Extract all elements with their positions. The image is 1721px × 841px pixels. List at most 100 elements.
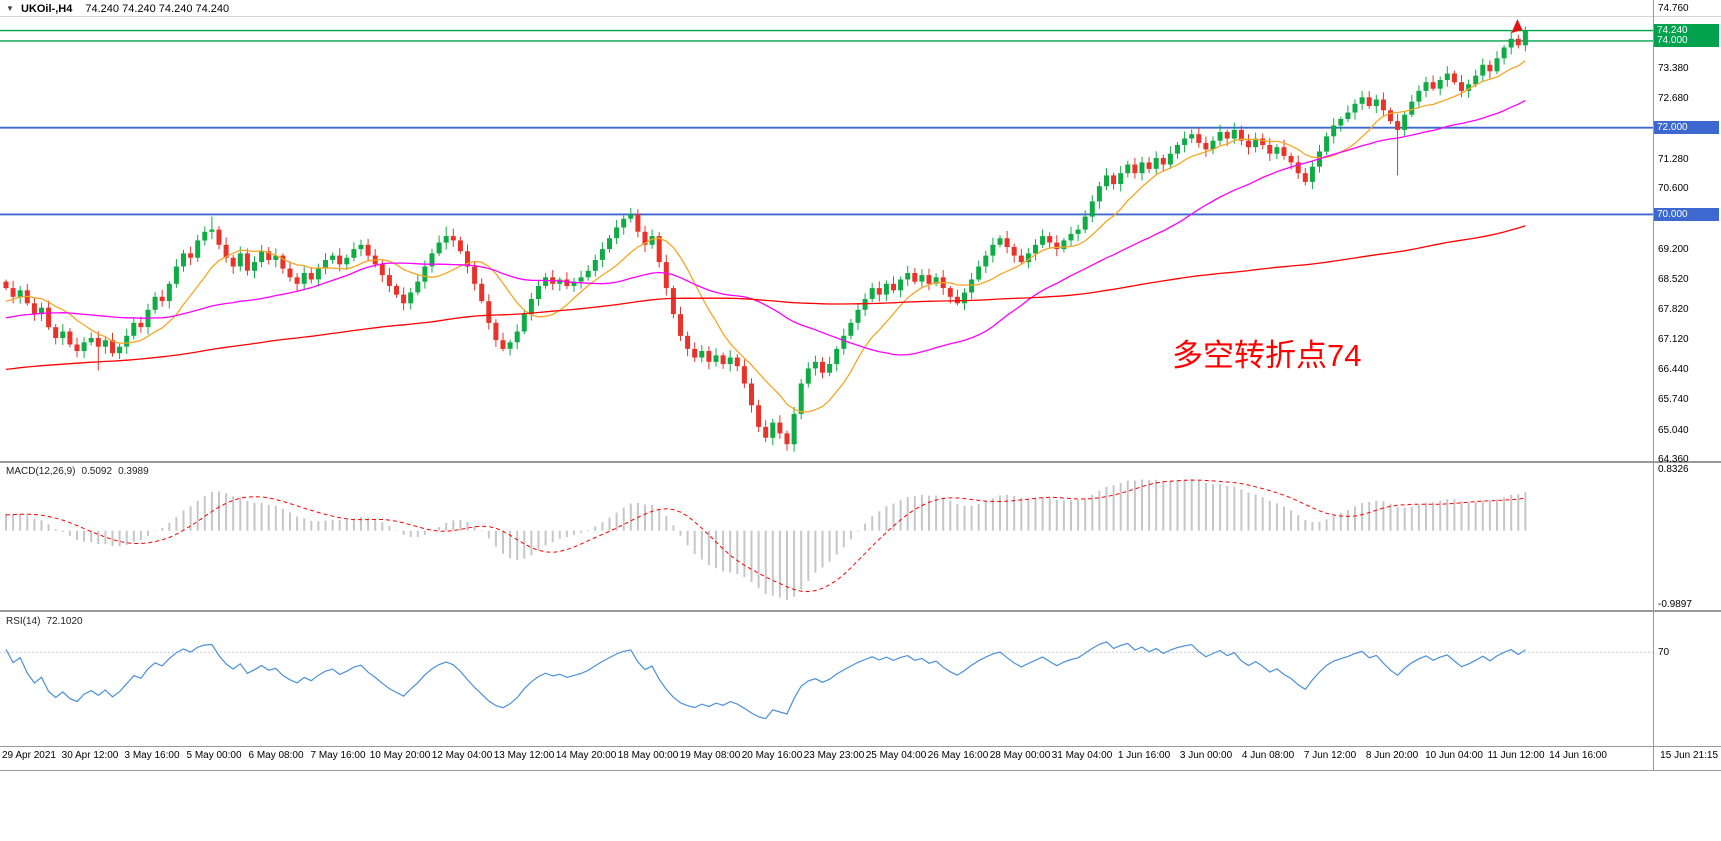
macd-name: MACD(12,26,9) [6, 466, 76, 477]
candle [252, 262, 257, 271]
rsi-panel[interactable] [0, 612, 1653, 746]
candle [571, 281, 577, 286]
time-axis-label: 14 Jun 16:00 [1549, 750, 1607, 761]
candle [514, 331, 520, 343]
candle [337, 255, 343, 265]
candle [1288, 155, 1294, 163]
time-axis[interactable]: 29 Apr 2021 30 Apr 12:00 3 May 16:00 5 May … [0, 750, 1721, 766]
candle [301, 273, 307, 284]
candle [621, 218, 627, 228]
macd-indicator-label: MACD(12,26,9) 0.5092 0.3989 [6, 466, 155, 477]
candle [1281, 147, 1287, 156]
candle [1061, 240, 1067, 250]
candle [585, 270, 591, 278]
candle [1430, 82, 1436, 89]
price-axis-border [1653, 0, 1654, 770]
candle [599, 249, 605, 260]
time-axis-label: 8 Jun 20:00 [1365, 750, 1419, 761]
candle [1388, 110, 1393, 122]
time-axis-label: 1 Jun 16:00 [1117, 750, 1171, 761]
price-arrow-icon [1511, 19, 1523, 33]
candle [862, 299, 868, 310]
candle [805, 368, 811, 384]
candle [706, 351, 712, 362]
candle [614, 227, 620, 239]
price-axis-label: 65.740 [1658, 394, 1689, 405]
ohlc-values: 74.240 74.240 74.240 74.240 [85, 3, 230, 15]
candle [1238, 129, 1244, 141]
candlestick-series [3, 26, 1528, 452]
candle [443, 236, 449, 243]
candle [39, 307, 44, 315]
candle [124, 335, 130, 347]
panel-separator-rsi[interactable] [0, 610, 1721, 612]
candle [1437, 80, 1443, 89]
candle [507, 342, 513, 349]
time-axis-label: 14 May 20:00 [555, 750, 617, 761]
price-tag: 74.000 [1654, 34, 1719, 47]
candle [1324, 136, 1330, 152]
candle [820, 361, 825, 373]
candle [1224, 132, 1230, 139]
price-axis[interactable]: 74.76073.38072.68071.28070.60069.92069.2… [1653, 0, 1721, 770]
candle [294, 277, 300, 284]
candle [720, 355, 726, 365]
price-tag: 74.240 [1654, 24, 1719, 37]
candle [1302, 173, 1308, 182]
candle [1139, 162, 1145, 174]
candle [663, 262, 669, 289]
price-axis-label: 70.600 [1658, 183, 1689, 194]
candle [635, 214, 641, 232]
candle [1380, 99, 1386, 111]
time-axis-label: 6 May 08:00 [248, 750, 304, 761]
candle [1416, 90, 1422, 102]
main-price-chart[interactable] [0, 0, 1653, 461]
price-axis-label: 73.380 [1658, 63, 1689, 74]
macd-panel[interactable] [0, 463, 1653, 610]
candle [422, 266, 428, 282]
macd-axis-max-label: 0.8326 [1658, 464, 1689, 475]
time-axis-label: 3 May 16:00 [124, 750, 180, 761]
time-axis-label: 20 May 16:00 [741, 750, 803, 761]
symbol-dropdown-icon[interactable]: ▼ [6, 4, 14, 13]
candle [1501, 47, 1507, 59]
candle [74, 344, 80, 351]
candle [308, 273, 314, 280]
time-axis-label: 10 May 20:00 [369, 750, 431, 761]
candle [166, 283, 172, 302]
time-axis-label: 3 Jun 00:00 [1179, 750, 1233, 761]
price-axis-label: 66.440 [1658, 364, 1689, 375]
candle [379, 264, 385, 276]
window-bottom-border [0, 770, 1721, 771]
candle [344, 257, 350, 265]
candle [1189, 134, 1195, 139]
candle [649, 236, 655, 245]
macd-signal-value: 0.3989 [118, 466, 149, 477]
time-axis-label: 15 Jun 21:15 [1660, 750, 1718, 761]
candle [1089, 201, 1095, 217]
candle [394, 286, 399, 295]
candle [1395, 121, 1401, 130]
candle [1231, 129, 1237, 139]
time-axis-label: 7 Jun 12:00 [1303, 750, 1357, 761]
candle [1473, 75, 1479, 85]
candle [607, 238, 612, 250]
panel-separator-macd[interactable] [0, 461, 1721, 463]
candle [912, 273, 918, 282]
candle [1175, 145, 1180, 154]
candle [812, 361, 818, 369]
candle [628, 214, 634, 219]
candle [834, 348, 840, 365]
price-axis-label: 65.040 [1658, 425, 1689, 436]
candle [983, 255, 989, 267]
candle [436, 242, 442, 254]
macd-histogram [5, 479, 1527, 600]
candle [1352, 103, 1358, 113]
candle [173, 266, 179, 284]
candle [685, 335, 691, 349]
candle [1423, 82, 1429, 91]
candle [1331, 125, 1337, 137]
time-axis-label: 25 May 04:00 [865, 750, 927, 761]
rsi-indicator-label: RSI(14) 72.1020 [6, 616, 89, 627]
candle [266, 251, 272, 260]
